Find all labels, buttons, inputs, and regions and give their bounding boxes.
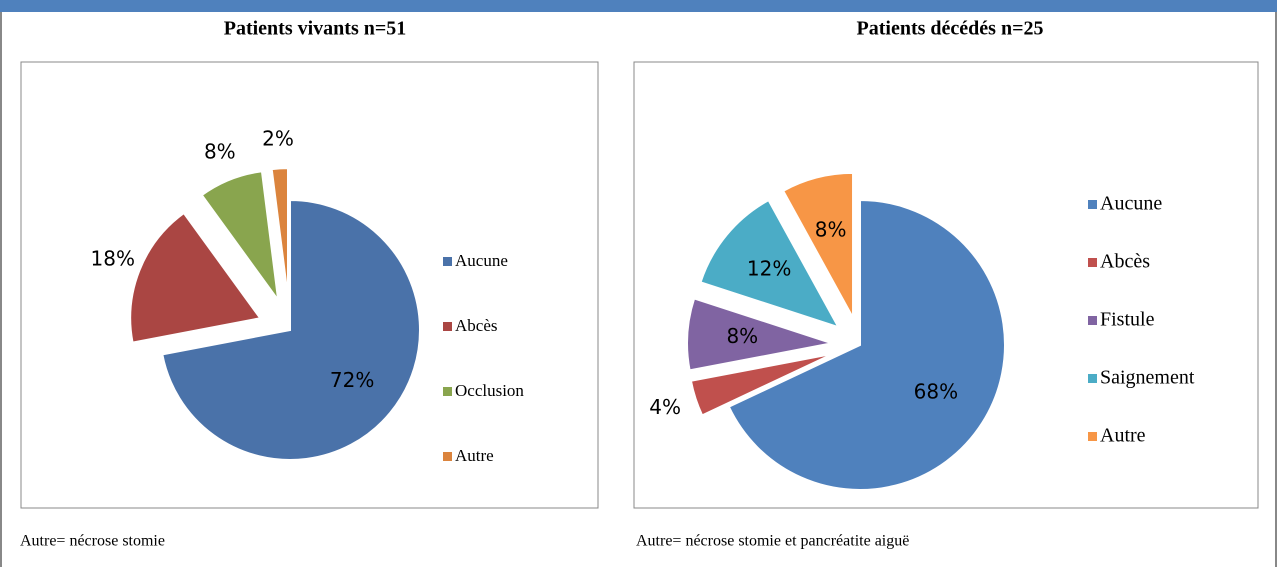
legend-label: Occlusion (455, 381, 524, 400)
pie-slice (200, 170, 280, 301)
legend-swatch (1088, 258, 1097, 267)
pie-slice (686, 297, 833, 372)
legend-label: Aucune (455, 251, 508, 270)
legend-label: Saignement (1100, 367, 1195, 389)
legend-swatch (443, 387, 452, 396)
pie-slice (727, 198, 1006, 491)
legend-swatch (1088, 374, 1097, 383)
data-label: 12% (747, 256, 791, 280)
data-label: 8% (204, 139, 236, 163)
footnote: Autre= nécrose stomie et pancréatite aig… (636, 533, 909, 550)
legend-swatch (443, 257, 452, 266)
legend-label: Abcès (455, 316, 497, 335)
data-label: 2% (262, 126, 294, 150)
data-label: 8% (726, 324, 758, 348)
pie-slice (699, 198, 841, 329)
legend-swatch (1088, 316, 1097, 325)
pie-slice (781, 171, 855, 319)
legend-swatch (1088, 432, 1097, 441)
chart-title: Patients vivants n=51 (224, 18, 407, 40)
data-label: 18% (91, 246, 135, 270)
legend-label: Fistule (1100, 309, 1155, 331)
pie-slice (161, 198, 421, 461)
legend-swatch (443, 452, 452, 461)
legend-label: Autre (455, 446, 494, 465)
pie-slice (689, 352, 834, 417)
pie-slice (270, 167, 289, 299)
data-label: 8% (815, 217, 847, 241)
data-label: 68% (914, 380, 958, 404)
data-label: 72% (330, 368, 374, 392)
legend-swatch (443, 322, 452, 331)
legend-label: Abcès (1100, 251, 1150, 273)
header-band (0, 0, 1277, 12)
legend-swatch (1088, 200, 1097, 209)
legend-label: Aucune (1100, 193, 1162, 215)
chart-title: Patients décédés n=25 (857, 18, 1044, 40)
data-label: 4% (649, 395, 681, 419)
legend-label: Autre (1100, 425, 1146, 447)
pie-slice (129, 211, 262, 344)
footnote: Autre= nécrose stomie (20, 533, 165, 550)
